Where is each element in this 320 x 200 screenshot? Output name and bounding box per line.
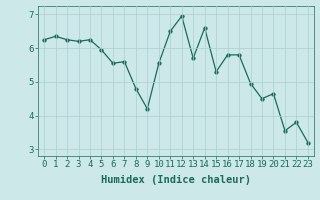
X-axis label: Humidex (Indice chaleur): Humidex (Indice chaleur) xyxy=(101,175,251,185)
